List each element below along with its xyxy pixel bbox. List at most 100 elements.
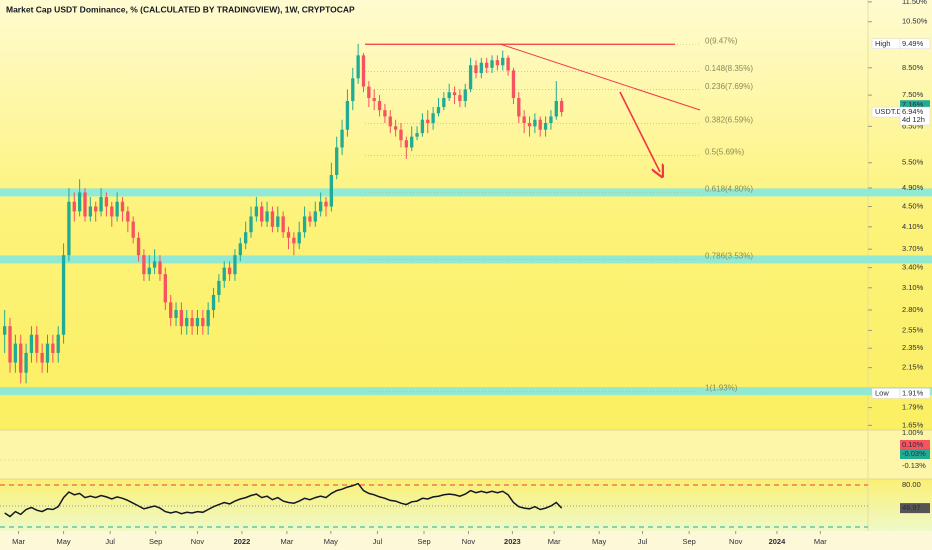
candle-body — [142, 255, 146, 275]
candle-body — [51, 343, 55, 353]
x-tick-label: Mar — [280, 537, 293, 546]
fib-label: 1(1.93%) — [705, 383, 738, 392]
candle-body — [522, 116, 526, 123]
candle-body — [195, 317, 200, 327]
x-tick-label: May — [324, 537, 338, 546]
candle-body — [335, 147, 339, 175]
candle-body — [517, 98, 521, 117]
candle-body — [206, 310, 210, 327]
x-tick-label: Sep — [149, 537, 162, 546]
forecast-arrow — [619, 91, 660, 172]
price-badge — [899, 38, 931, 50]
fib-band — [0, 387, 932, 396]
y-tick-label: 2.80% — [902, 305, 924, 314]
chart-title: Market Cap USDT Dominance, % (CALCULATED… — [6, 4, 355, 14]
candle-body — [201, 317, 205, 327]
candle-body — [468, 65, 473, 90]
candle-body — [292, 237, 296, 244]
candle-body — [77, 192, 82, 212]
candle-body — [147, 267, 151, 275]
candle-body — [329, 174, 334, 207]
fib-label: 0(9.47%) — [705, 36, 738, 45]
candle-body — [174, 310, 178, 318]
fib-label: 0.236(7.69%) — [705, 82, 753, 91]
candle-body — [356, 55, 360, 79]
x-tick-label: Sep — [682, 537, 695, 546]
rsi-badge — [900, 503, 930, 514]
candle-body — [35, 334, 39, 353]
x-tick-label: Jul — [638, 537, 648, 546]
y-tick-label: 2.55% — [902, 325, 924, 334]
candle-body — [61, 255, 66, 335]
fib-label: 0.786(3.53%) — [705, 252, 753, 261]
x-tick-label: Mar — [814, 537, 827, 546]
rsi-line — [4, 482, 563, 518]
candle-body — [260, 206, 264, 222]
candle-body — [13, 343, 18, 363]
y-tick-label: 2.15% — [902, 363, 924, 372]
price-badge-label: 6.94% — [902, 107, 924, 116]
x-tick-label: Nov — [729, 537, 743, 546]
fib-label: 0.382(6.59%) — [705, 115, 753, 124]
candle-body — [227, 267, 232, 275]
candle-body — [276, 216, 280, 227]
macd-badge — [900, 440, 930, 450]
candle-body — [67, 201, 71, 256]
macd-label: 0.10% — [902, 440, 924, 449]
candle-body — [254, 206, 259, 217]
candle-body — [94, 206, 98, 212]
candle-body — [190, 317, 194, 327]
y-tick-label: 4.90% — [902, 183, 924, 192]
candle-body — [554, 101, 558, 117]
candle-body — [431, 113, 435, 123]
candle-body — [377, 101, 382, 111]
fib-band — [0, 255, 932, 264]
candle-body — [506, 57, 510, 71]
candle-body — [399, 129, 403, 141]
candle-body — [302, 216, 307, 233]
y-tick-label: 4.10% — [902, 222, 924, 231]
candle-body — [19, 343, 23, 373]
price-badge — [899, 106, 931, 126]
badge-name: Low — [875, 388, 889, 397]
candle-body — [410, 136, 414, 148]
candle-body — [104, 197, 109, 207]
candle-body — [286, 232, 291, 238]
price-badge — [900, 100, 930, 111]
candle-body — [88, 206, 93, 217]
candle-body — [131, 221, 135, 238]
badge-name: USDT.D — [875, 107, 903, 116]
candle-body — [83, 192, 87, 217]
candle-body — [538, 119, 542, 130]
candle-body — [45, 343, 50, 363]
candle-body — [233, 255, 237, 275]
candle-body — [297, 232, 301, 244]
candle-body — [8, 326, 12, 363]
price-badge — [899, 388, 931, 399]
candle-body — [447, 92, 451, 99]
candle-body — [511, 70, 516, 99]
candle-body — [270, 211, 275, 227]
candle-body — [463, 89, 467, 102]
candle-body — [222, 267, 226, 281]
candle-body — [115, 201, 119, 217]
candle-body — [158, 261, 162, 275]
macd-label: -0.03% — [902, 449, 926, 458]
candle-body — [152, 261, 157, 268]
candle-body — [501, 57, 505, 66]
candle-body — [388, 116, 392, 127]
candle-body — [169, 302, 173, 318]
candle-body — [458, 95, 462, 102]
candle-body — [308, 216, 312, 222]
x-tick-label: May — [56, 537, 70, 546]
candle-body — [340, 129, 344, 148]
price-pane — [0, 0, 932, 430]
y-tick-label: 1.65% — [902, 420, 924, 429]
y-tick-label: 1.79% — [902, 403, 924, 412]
candle-body — [420, 119, 425, 134]
candle-body — [281, 216, 285, 233]
y-tick-label: 3.40% — [902, 263, 924, 272]
candle-body — [361, 55, 366, 87]
x-tick-label: Jul — [105, 537, 115, 546]
y-tick-label: 4.50% — [902, 202, 924, 211]
